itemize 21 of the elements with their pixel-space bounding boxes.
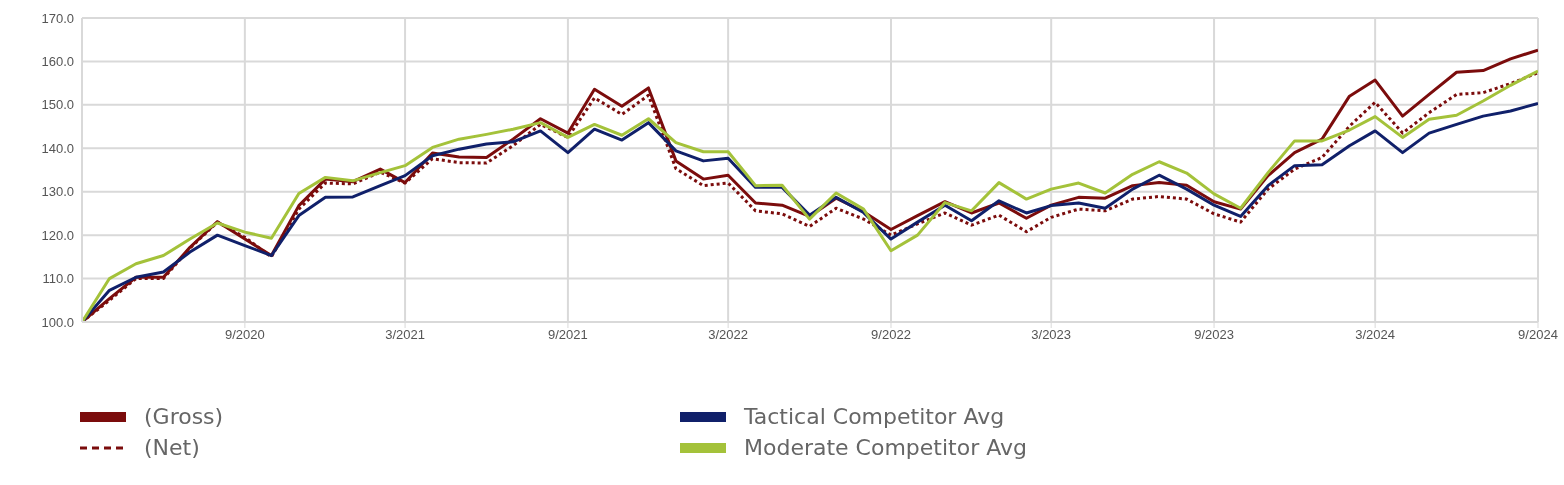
y-tick-label: 140.0 [41, 140, 74, 156]
x-tick-label: 3/2022 [708, 327, 749, 343]
legend-label: Tactical Competitor Avg [744, 404, 1005, 429]
x-tick-label: 9/2020 [224, 327, 265, 343]
legend-label: Moderate Competitor Avg [744, 435, 1027, 460]
y-tick-label: 120.0 [41, 227, 74, 243]
y-tick-label: 110.0 [42, 271, 74, 287]
x-tick-label: 9/2022 [871, 327, 911, 343]
x-tick-label: 9/2024 [1518, 327, 1558, 343]
x-tick-label: 3/2021 [385, 327, 425, 343]
x-tick-label: 3/2023 [1031, 327, 1072, 343]
y-tick-label: 170.0 [41, 10, 74, 26]
legend-label: (Gross) [144, 404, 224, 429]
y-tick-label: 150.0 [41, 97, 74, 113]
y-tick-label: 160.0 [41, 54, 74, 70]
y-tick-label: 130.0 [41, 184, 74, 200]
x-tick-label: 3/2024 [1355, 327, 1396, 343]
legend-label: (Net) [144, 435, 200, 460]
x-tick-label: 9/2021 [548, 327, 588, 343]
y-tick-label: 100.0 [41, 314, 74, 330]
x-tick-label: 9/2023 [1194, 327, 1234, 343]
